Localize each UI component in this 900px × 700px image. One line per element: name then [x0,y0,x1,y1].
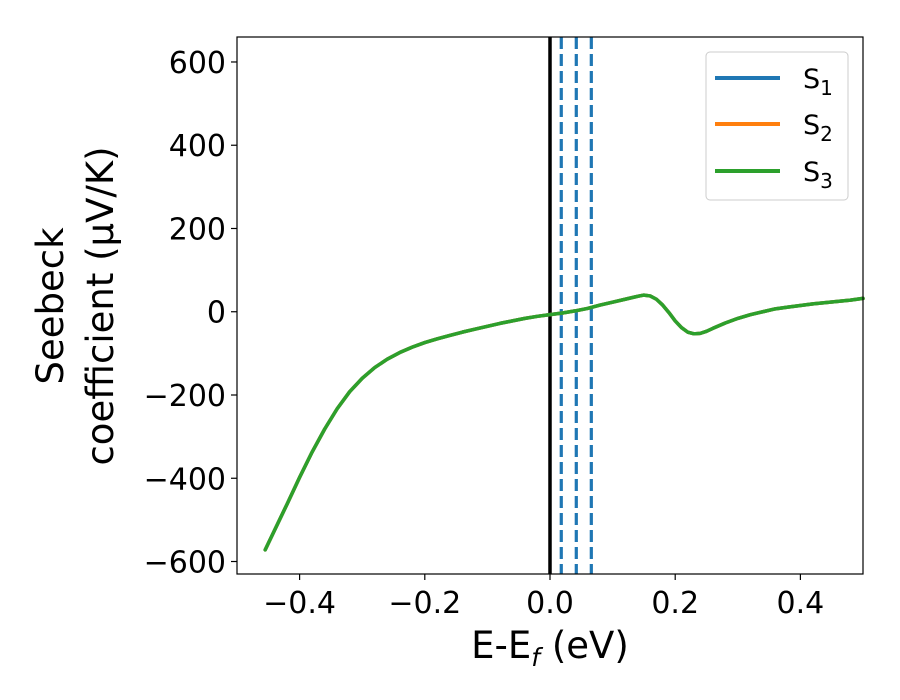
series-line-s2 [263,293,865,552]
y-tick-label: 400 [169,129,226,164]
series-line-s3 [263,293,865,552]
y-axis-label-line-1: Seebeck [29,227,72,385]
y-tick-label: −600 [144,546,226,581]
x-tick-label: 0.2 [651,586,699,621]
x-tick-label: −0.4 [263,586,336,621]
y-tick-label: 600 [169,46,226,81]
legend-label-s2: S2 [803,110,833,146]
y-tick-label: −400 [144,462,226,497]
y-tick-label: −200 [144,379,226,414]
x-axis-label: E-Ef (eV) [471,624,629,672]
y-axis: −600 −400 −200 0 200 400 600 [144,46,237,581]
legend-label-s3: S3 [803,157,833,193]
y-tick-label: 200 [169,212,226,247]
plot-area [263,37,865,574]
x-tick-label: 0.0 [526,586,574,621]
series-line-s1 [263,293,865,552]
y-tick-label: 0 [207,296,226,331]
x-tick-label: −0.2 [388,586,461,621]
legend: S1 S2 S3 [705,51,849,201]
x-tick-label: 0.4 [777,586,825,621]
x-axis: −0.4 −0.2 0.0 0.2 0.4 [263,574,824,621]
legend-label-s1: S1 [803,64,833,100]
y-axis-label-line-2: coefficient (μV/K) [79,146,122,465]
